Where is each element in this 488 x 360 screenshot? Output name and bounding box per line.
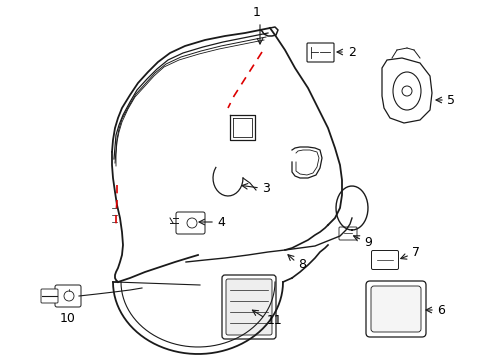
Text: 4: 4 — [217, 216, 224, 229]
Text: 8: 8 — [297, 257, 305, 270]
FancyBboxPatch shape — [370, 286, 420, 332]
FancyBboxPatch shape — [225, 279, 271, 335]
Text: 11: 11 — [266, 314, 282, 327]
Text: 7: 7 — [411, 247, 419, 260]
FancyBboxPatch shape — [306, 43, 333, 62]
Text: 10: 10 — [60, 311, 76, 324]
FancyBboxPatch shape — [365, 281, 425, 337]
FancyBboxPatch shape — [176, 212, 204, 234]
FancyBboxPatch shape — [222, 275, 275, 339]
FancyBboxPatch shape — [338, 227, 356, 240]
Text: 1: 1 — [253, 5, 261, 18]
FancyBboxPatch shape — [371, 251, 398, 270]
Text: 5: 5 — [446, 94, 454, 107]
Text: 2: 2 — [347, 45, 355, 58]
Text: 9: 9 — [363, 235, 371, 248]
Text: 6: 6 — [436, 303, 444, 316]
FancyBboxPatch shape — [41, 289, 58, 303]
FancyBboxPatch shape — [55, 285, 81, 307]
Text: 3: 3 — [262, 181, 269, 194]
